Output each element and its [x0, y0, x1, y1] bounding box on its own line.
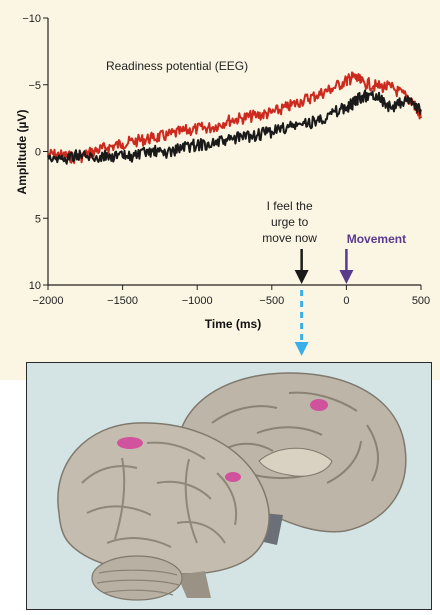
dashed-arrow-head	[294, 342, 309, 356]
x-tick-label: −500	[259, 295, 284, 307]
activation-spot-sma	[310, 399, 328, 411]
activation-spot-premotor	[117, 437, 143, 449]
brain-illustration-panel	[26, 362, 432, 610]
brain-illustration	[57, 372, 407, 601]
y-tick-label: −10	[22, 13, 41, 25]
x-tick-label: −2000	[33, 295, 64, 307]
readiness-potential-chart: −2000 −1500 −1000 −500 0 500 −10 −5 0 5 10 I feel …	[15, 13, 430, 356]
series-line-2	[47, 89, 422, 165]
lateral-hemisphere	[57, 422, 270, 601]
y-tick-label: 5	[35, 213, 41, 225]
urge-annotation-text: urge to	[271, 215, 309, 229]
activation-spot-parietal	[225, 472, 241, 482]
chart-title: Readiness potential (EEG)	[106, 59, 248, 73]
x-axis-title: Time (ms)	[205, 317, 261, 331]
movement-arrow-head	[339, 270, 354, 284]
cerebellum	[91, 555, 183, 601]
y-axis-title: Amplitude (µV)	[15, 110, 29, 195]
urge-arrow-head	[294, 270, 309, 284]
y-tick-label: −5	[28, 80, 41, 92]
urge-annotation-text: move now	[262, 231, 317, 245]
y-tick-label: 0	[35, 147, 41, 159]
x-tick-label: 500	[412, 295, 430, 307]
x-tick-label: −1500	[107, 295, 138, 307]
series-line-1	[47, 71, 422, 164]
brainstem	[177, 571, 211, 598]
annotations: I feel the urge to move now Movement	[262, 199, 406, 356]
x-tick-label: −1000	[182, 295, 213, 307]
chart-panel: −2000 −1500 −1000 −500 0 500 −10 −5 0 5 10 I feel …	[0, 0, 440, 380]
y-tick-label: 10	[29, 280, 41, 292]
axes: −2000 −1500 −1000 −500 0 500 −10 −5 0 5 10	[22, 13, 430, 307]
x-tick-label: 0	[343, 295, 349, 307]
movement-annotation-text: Movement	[347, 232, 406, 246]
series-group	[47, 71, 422, 165]
urge-annotation-text: I feel the	[267, 199, 313, 213]
